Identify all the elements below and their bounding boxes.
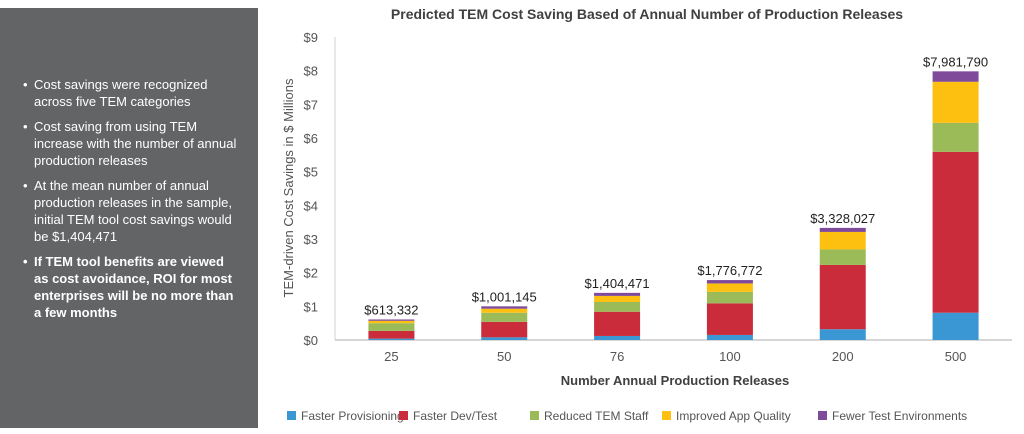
bar-segment [481,306,528,309]
bar-segment [932,71,979,82]
y-tick-label: $3 [304,232,318,247]
bar-segment [706,291,753,304]
total-label: $1,776,772 [697,263,762,278]
bar-segment [706,303,753,335]
y-tick-label: $6 [304,131,318,146]
bar-segment [594,301,641,312]
total-label: $1,001,145 [472,289,537,304]
bar-segment [932,122,979,152]
bar-segment [819,231,866,250]
bar-segment [481,312,528,322]
legend-swatch [287,411,296,420]
bar-segment [932,81,979,123]
bar-segment [368,323,415,331]
bar-segment [594,295,641,302]
bar-segment [819,329,866,340]
total-label: $3,328,027 [810,211,875,226]
bar-segment [932,151,979,313]
y-tick-label: $8 [304,64,318,79]
legend-label: Reduced TEM Staff [544,409,649,423]
y-tick-label: $1 [304,299,318,314]
x-tick-label: 100 [719,349,741,364]
total-label: $7,981,790 [923,54,988,69]
x-tick-label: 500 [945,349,967,364]
y-tick-label: $2 [304,266,318,281]
total-label: $1,404,471 [585,276,650,291]
bar-segment [819,249,866,265]
chart-title: Predicted TEM Cost Saving Based of Annua… [391,6,903,22]
x-tick-label: 50 [497,349,511,364]
legend-label: Faster Provisioning [301,409,404,423]
bar-segment [932,312,979,340]
bar-segment [706,283,753,292]
bar-segment [594,311,641,336]
x-tick-label: 200 [832,349,854,364]
x-tick-label: 25 [384,349,398,364]
bar-segment [706,280,753,284]
legend-label: Fewer Test Environments [832,409,967,423]
bullet-3: At the mean number of annual production … [23,177,238,245]
bar-segment [481,321,528,338]
bar-segment [594,292,641,296]
bullet-2: Cost saving from using TEM increase with… [23,118,238,169]
legend-swatch [662,411,671,420]
bar-segment [594,335,641,340]
bullet-4: If TEM tool benefits are viewed as cost … [23,253,238,321]
x-axis-label: Number Annual Production Releases [561,373,790,388]
y-tick-label: $4 [304,198,318,213]
legend-swatch [818,411,827,420]
y-axis-label: TEM-driven Cost Savings in $ Millions [281,78,296,297]
y-tick-label: $0 [304,333,318,348]
legend-swatch [530,411,539,420]
legend-label: Faster Dev/Test [413,409,498,423]
y-tick-label: $9 [304,30,318,45]
bar-segment [481,337,528,340]
bar-segment [368,319,415,321]
bar-segment [819,227,866,232]
bar-segment [368,338,415,340]
total-label: $613,332 [364,302,418,317]
legend-label: Improved App Quality [676,409,791,423]
bar-segment [706,334,753,340]
summary-panel: Cost savings were recognized across five… [0,8,258,428]
bar-segment [368,330,415,339]
bullet-1: Cost savings were recognized across five… [23,76,238,110]
legend-swatch [399,411,408,420]
y-tick-label: $5 [304,165,318,180]
x-tick-label: 76 [610,349,624,364]
bar-segment [368,320,415,324]
y-tick-label: $7 [304,97,318,112]
bar-segment [481,308,528,313]
bar-segment [819,264,866,330]
